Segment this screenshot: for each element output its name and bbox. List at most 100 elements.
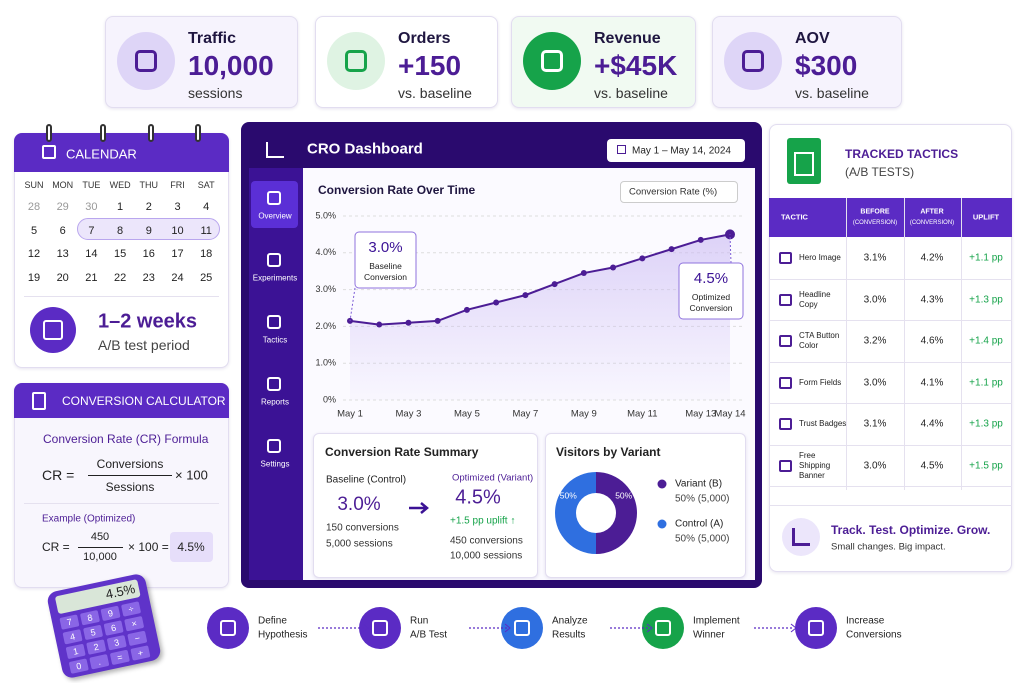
day: 20 bbox=[56, 271, 69, 284]
day: 12 bbox=[27, 248, 41, 260]
nav-icon bbox=[267, 377, 281, 391]
day: 4 bbox=[203, 201, 210, 213]
before: 3.0% bbox=[863, 294, 887, 305]
kpi-icon bbox=[327, 32, 385, 90]
formula-title: Conversion Rate (CR) Formula bbox=[43, 432, 209, 446]
weekday: SAT bbox=[197, 180, 215, 190]
table-header bbox=[769, 198, 1012, 237]
device-key: 4 bbox=[62, 629, 83, 645]
tactics-subtitle: (A/B TESTS) bbox=[845, 165, 915, 179]
summary-title: Conversion Rate Summary bbox=[325, 445, 479, 459]
kpi-sub: sessions bbox=[188, 85, 243, 101]
kpi-label: Orders bbox=[398, 30, 451, 47]
tactic-name: Form Fields bbox=[799, 377, 842, 387]
day: 6 bbox=[59, 224, 66, 237]
column-header-sub: (CONVERSION) bbox=[852, 220, 898, 226]
device-key: 5 bbox=[83, 624, 104, 641]
calendar-icon bbox=[42, 145, 56, 159]
example-result: 4.5% bbox=[177, 540, 205, 554]
range-highlight bbox=[77, 218, 220, 240]
calculator-header bbox=[14, 383, 229, 418]
kpi-value: 10,000 bbox=[188, 50, 274, 81]
nav-icon bbox=[267, 439, 281, 453]
after: 4.1% bbox=[920, 377, 944, 388]
day: 7 bbox=[88, 224, 95, 237]
before: 3.0% bbox=[863, 460, 887, 471]
day: 14 bbox=[85, 248, 98, 260]
example-title: Example (Optimized) bbox=[42, 513, 136, 525]
after: 4.3% bbox=[920, 294, 944, 305]
day: 11 bbox=[200, 224, 212, 237]
chart-title: Conversion Rate Over Time bbox=[318, 183, 476, 197]
step-label: Conversions bbox=[846, 629, 902, 641]
kpi-icon-glyph bbox=[345, 50, 367, 72]
period: 1–2 weeks bbox=[98, 310, 197, 333]
step-label: A/B Test bbox=[410, 629, 448, 641]
uplift: +1.1 pp bbox=[969, 252, 1003, 264]
row-divider bbox=[769, 361, 1012, 363]
day: 29 bbox=[56, 201, 69, 213]
sidebar bbox=[249, 168, 303, 580]
uplift: +1.5 pp uplift ↑ bbox=[450, 515, 516, 527]
weekday: MON bbox=[52, 180, 74, 190]
calendar-title: CALENDAR bbox=[66, 146, 137, 162]
day: 5 bbox=[30, 224, 38, 237]
calendar-ring bbox=[148, 124, 154, 142]
nav-item: Settings bbox=[260, 459, 290, 469]
step-label: Run bbox=[410, 615, 429, 627]
kpi-icon bbox=[724, 32, 782, 90]
baseline-conversions: 150 conversions bbox=[326, 522, 399, 534]
after: 4.6% bbox=[920, 335, 944, 347]
nav-item: Tactics bbox=[262, 335, 288, 345]
fraction-bar bbox=[78, 547, 123, 548]
calculator-title: CONVERSION CALCULATOR bbox=[62, 394, 226, 408]
step-glyph bbox=[220, 620, 236, 636]
tactic-name: CTA Button Color bbox=[799, 331, 840, 350]
before: 3.2% bbox=[863, 335, 887, 347]
row-divider bbox=[769, 403, 1012, 405]
step-label: Results bbox=[552, 629, 586, 641]
kpi-icon-glyph bbox=[742, 50, 764, 72]
column-header: TACTIC bbox=[781, 212, 808, 222]
step-glyph bbox=[655, 620, 671, 636]
sheets-icon bbox=[787, 138, 821, 184]
calc-divider bbox=[24, 503, 219, 504]
calendar-ring bbox=[195, 124, 201, 142]
kpi-value: $300 bbox=[795, 50, 858, 81]
device-key: 1 bbox=[65, 643, 86, 660]
day: 9 bbox=[145, 224, 152, 237]
day: 17 bbox=[171, 248, 184, 260]
device-key: − bbox=[127, 630, 148, 647]
step-label: Hypothesis bbox=[258, 629, 308, 641]
column-header: AFTER bbox=[920, 208, 944, 216]
row-divider bbox=[769, 444, 1012, 446]
optimized-value: 4.5% bbox=[455, 486, 501, 509]
kpi-value: +150 bbox=[398, 50, 462, 81]
kpi-label: AOV bbox=[795, 30, 830, 47]
day: 1 bbox=[117, 201, 124, 213]
kpi-value: +$45K bbox=[594, 50, 678, 81]
before: 3.0% bbox=[863, 377, 887, 388]
chart-selector-label: Conversion Rate (%) bbox=[629, 186, 718, 198]
before: 3.1% bbox=[863, 418, 887, 430]
device-key: × bbox=[124, 615, 145, 632]
tactic-name: Trust Badges bbox=[799, 419, 847, 428]
after: 4.2% bbox=[920, 252, 944, 264]
period-icon-glyph bbox=[43, 320, 63, 340]
column-divider bbox=[904, 198, 905, 490]
column-divider bbox=[846, 198, 847, 490]
date-button bbox=[607, 139, 745, 162]
day: 15 bbox=[113, 248, 127, 260]
day: 23 bbox=[142, 271, 155, 284]
period-sub: A/B test period bbox=[98, 337, 190, 353]
step-icon bbox=[795, 607, 837, 649]
step-label: Winner bbox=[693, 629, 725, 641]
tactics-title: TRACKED TACTICS bbox=[845, 147, 959, 161]
day: 28 bbox=[27, 201, 41, 213]
nav-icon bbox=[267, 315, 281, 329]
tactic-name: Hero Image bbox=[799, 253, 841, 262]
device-key: 0 bbox=[68, 658, 89, 674]
device-key: 6 bbox=[103, 620, 124, 636]
formula-factor: × 100 bbox=[175, 467, 208, 483]
